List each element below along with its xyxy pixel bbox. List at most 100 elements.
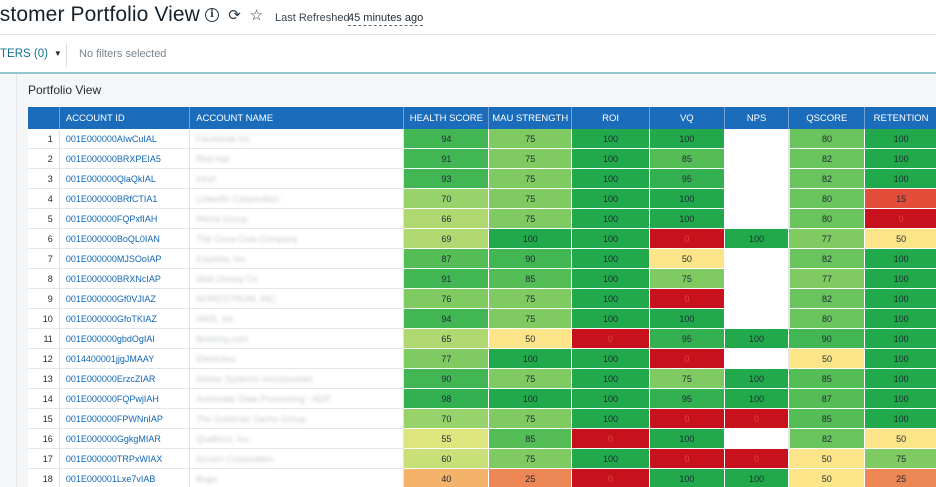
account-id-link[interactable]: 001E000000BRfCTIA1 — [59, 188, 191, 209]
account-id-link[interactable]: 001E000000FPWNnIAP — [59, 408, 191, 429]
table-row[interactable]: 5 001E000000FQPxfIAH Merck Group 66 75 100 100… — [28, 208, 936, 229]
qscore-cell: 80 — [788, 308, 866, 329]
table-row[interactable]: 15 001E000000FPWNnIAP The Goldman Sachs Gr… — [28, 408, 936, 429]
account-name-text: Adobe Systems Incorporated — [196, 373, 313, 384]
table-row[interactable]: 11 001E000000gbdOgIAI Booking.com 65 50 0 95 10… — [28, 328, 936, 349]
account-id-link[interactable]: 001E000000BRXNcIAP — [59, 268, 191, 289]
table-row[interactable]: 6 001E000000BoQL0IAN The Coca-Cola Company… — [28, 228, 936, 249]
portfolio-table-container[interactable]: ACCOUNT ID ACCOUNT NAME HEALTH SCORE MAU… — [28, 107, 936, 487]
account-id-link[interactable]: 001E000000FQPxfIAH — [59, 208, 191, 229]
roi-cell: 100 — [571, 268, 650, 289]
retention-cell: 100 — [864, 348, 936, 369]
nps-cell — [724, 308, 790, 329]
info-icon[interactable]: i — [205, 8, 220, 23]
nps-cell: 100 — [724, 468, 790, 487]
table-row[interactable]: 9 001E000000Gf0VJIAZ NORDSTROM, INC. 76 75 10… — [28, 288, 936, 309]
health-score-cell: 70 — [403, 188, 490, 209]
account-name-text: Red Hat — [196, 153, 230, 164]
table-row[interactable]: 2 001E000000BRXPEIA5 Red Hat 91 75 100 85 82 100 — [28, 148, 936, 169]
column-header-retention[interactable]: RETENTION — [864, 107, 936, 129]
table-row[interactable]: 3 001E000000QlaQkIAL Intuit 93 75 100 95 82 100 — [28, 168, 936, 189]
table-row[interactable]: 17 001E000000TRPxWIAX Accern Corporation 60… — [28, 448, 936, 469]
account-id-link[interactable]: 001E000000FQPwjIAH — [59, 388, 191, 409]
roi-cell: 100 — [571, 248, 650, 269]
table-row[interactable]: 16 001E000000GgkgMIAR Qualtrics, Inc. 55 85 0… — [28, 428, 936, 449]
table-row[interactable]: 12 0014400001jjgJMAAY Electrolux 77 100 100 0 5… — [28, 348, 936, 369]
account-name: Booking.com — [189, 328, 405, 349]
column-header-nps[interactable]: NPS — [724, 107, 790, 129]
account-id-link[interactable]: 001E000001Lxe7vIAB — [59, 468, 191, 487]
account-name: Electrolux — [189, 348, 405, 369]
table-row[interactable]: 8 001E000000BRXNcIAP Walt Disney Co 91 85 100… — [28, 268, 936, 289]
account-id-link[interactable]: 001E000000MJSOoIAP — [59, 248, 191, 269]
health-score-cell: 66 — [403, 208, 490, 229]
column-header-roi[interactable]: ROI — [571, 107, 650, 129]
last-refreshed-value[interactable]: 45 minutes ago — [348, 12, 424, 26]
account-id-link[interactable]: 001E000000QlaQkIAL — [59, 168, 191, 189]
account-name: Intuit — [189, 168, 405, 189]
page-header: ustomer Portfolio View i ⟳ ☆ Last Refres… — [0, 0, 936, 34]
account-id-link[interactable]: 001E000000Gf0VJIAZ — [59, 288, 191, 309]
column-header-mau-strength[interactable]: MAU STRENGTH — [488, 107, 573, 129]
star-icon[interactable]: ☆ — [249, 7, 264, 24]
chevron-down-icon: ▼ — [53, 49, 62, 58]
table-row[interactable]: 18 001E000001Lxe7vIAB Bugs 40 25 0 100 100 50 25 — [28, 468, 936, 487]
table-row[interactable]: 1 001E000000AIwCuIAL Facebook Inc 94 75 100 10… — [28, 129, 936, 149]
account-id-link[interactable]: 001E000000BRXPEIA5 — [59, 148, 191, 169]
nps-cell — [724, 168, 790, 189]
portfolio-table: ACCOUNT ID ACCOUNT NAME HEALTH SCORE MAU… — [28, 107, 936, 487]
account-id-link[interactable]: 001E000000GfoTKIAZ — [59, 308, 191, 329]
table-row[interactable]: 14 001E000000FQPwjIAH Automatic Data Proce… — [28, 388, 936, 409]
qscore-cell: 80 — [788, 129, 866, 149]
mau-strength-cell: 85 — [488, 268, 573, 289]
retention-cell: 50 — [864, 228, 936, 249]
account-id-link[interactable]: 001E000000gbdOgIAI — [59, 328, 191, 349]
vq-cell: 85 — [649, 148, 725, 169]
account-name: Merck Group — [189, 208, 405, 229]
row-index: 7 — [28, 248, 60, 269]
table-row[interactable]: 7 001E000000MJSOoIAP Expedia, Inc. 87 90 100 5… — [28, 248, 936, 269]
column-header-account-name[interactable]: ACCOUNT NAME — [189, 107, 405, 129]
account-name-text: Accern Corporation — [196, 453, 274, 464]
row-index: 2 — [28, 148, 60, 169]
column-header-account-id[interactable]: ACCOUNT ID — [59, 107, 191, 129]
account-id-link[interactable]: 001E000000TRPxWIAX — [59, 448, 191, 469]
health-score-cell: 60 — [403, 448, 490, 469]
retention-cell: 100 — [864, 308, 936, 329]
account-id-link[interactable]: 001E000000BoQL0IAN — [59, 228, 191, 249]
mau-strength-cell: 75 — [488, 168, 573, 189]
vq-cell: 75 — [649, 268, 725, 289]
account-name: Accern Corporation — [189, 448, 405, 469]
nps-cell — [724, 248, 790, 269]
account-name-text: Booking.com — [196, 333, 249, 344]
health-score-cell: 40 — [403, 468, 490, 487]
vq-cell: 0 — [649, 228, 725, 249]
retention-cell: 50 — [864, 428, 936, 449]
nps-cell: 100 — [724, 228, 790, 249]
account-id-link[interactable]: 001E000000ErzcZIAR — [59, 368, 191, 389]
account-id-link[interactable]: 001E000000AIwCuIAL — [59, 129, 191, 149]
vq-cell: 95 — [649, 328, 725, 349]
table-row[interactable]: 4 001E000000BRfCTIA1 LinkedIn Corporation 7… — [28, 188, 936, 209]
account-id-link[interactable]: 001E000000GgkgMIAR — [59, 428, 191, 449]
account-id-link[interactable]: 0014400001jjgJMAAY — [59, 348, 191, 369]
health-score-cell: 76 — [403, 288, 490, 309]
qscore-cell: 80 — [788, 188, 866, 209]
table-row[interactable]: 10 001E000000GfoTKIAZ NIKE, Inc. 94 75 100 100… — [28, 308, 936, 329]
refresh-icon[interactable]: ⟳ — [228, 7, 241, 24]
filter-bar-accent — [0, 72, 936, 74]
vq-cell: 100 — [649, 468, 725, 487]
qscore-cell: 82 — [788, 168, 866, 189]
nps-cell — [724, 188, 790, 209]
health-score-cell: 91 — [403, 268, 490, 289]
mau-strength-cell: 75 — [488, 129, 573, 149]
column-header-health-score[interactable]: HEALTH SCORE — [403, 107, 490, 129]
column-header-vq[interactable]: VQ — [649, 107, 725, 129]
roi-cell: 100 — [571, 288, 650, 309]
column-header-qscore[interactable]: QSCORE — [788, 107, 866, 129]
filters-button[interactable]: TERS (0) ▼ — [0, 48, 62, 60]
row-index: 8 — [28, 268, 60, 289]
retention-cell: 0 — [864, 208, 936, 229]
nps-cell — [724, 268, 790, 289]
table-row[interactable]: 13 001E000000ErzcZIAR Adobe Systems Incorp… — [28, 368, 936, 389]
